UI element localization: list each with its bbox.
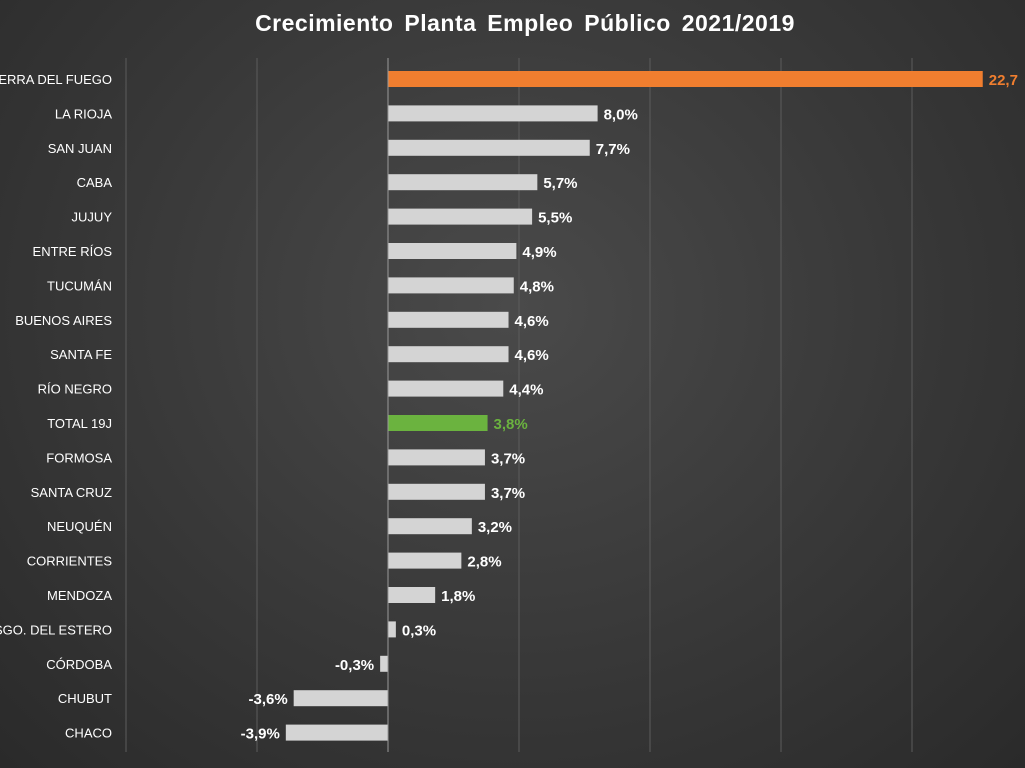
category-label: ENTRE RÍOS (33, 244, 113, 259)
category-label: SAN JUAN (48, 141, 112, 156)
bar (388, 208, 533, 225)
bar (388, 518, 472, 535)
category-label: JUJUY (72, 210, 113, 225)
value-labels: 22,7 8,0% 7,7% 5,7% 5,5% 4,9% 4,8% 4,6% 4,6% 4,4%… (241, 72, 1018, 743)
data-label: 1,8% (441, 588, 475, 605)
bar (388, 483, 485, 500)
data-label: 8,0% (604, 106, 638, 123)
category-labels: TIERRA DEL FUEGO LA RIOJA SAN JUAN CABA JUJU… (0, 72, 112, 741)
bar (388, 243, 517, 259)
bars (285, 71, 983, 741)
data-label: 3,8% (494, 416, 528, 433)
data-label: -3,9% (241, 726, 280, 743)
bar (388, 380, 504, 397)
category-label: SANTA FE (50, 347, 112, 362)
chart-title: Crecimiento Planta Empleo Público 2021/2… (255, 10, 795, 36)
category-label: TIERRA DEL FUEGO (0, 72, 112, 87)
data-label: 7,7% (596, 141, 630, 158)
category-label: CÓRDOBA (46, 657, 112, 672)
data-label: 5,5% (538, 210, 572, 227)
bar (388, 552, 462, 569)
bar (388, 415, 488, 431)
bar (388, 311, 509, 328)
bar (388, 587, 436, 603)
data-label: 4,9% (522, 244, 556, 261)
category-label: SGO. DEL ESTERO (0, 622, 112, 637)
data-label: 4,8% (520, 278, 554, 295)
data-label: 5,7% (543, 175, 577, 192)
category-label: SANTA CRUZ (31, 485, 112, 500)
data-label: 3,2% (478, 519, 512, 536)
category-label: CABA (77, 175, 113, 190)
bar (388, 449, 485, 466)
gridlines (125, 58, 913, 752)
category-label: CHACO (65, 726, 112, 741)
data-label: 4,6% (515, 347, 549, 364)
category-label: NEUQUÉN (47, 519, 112, 534)
category-label: CORRIENTES (27, 554, 113, 569)
bar (285, 724, 388, 741)
bar (388, 105, 598, 122)
data-label: -3,6% (248, 691, 287, 708)
bar (388, 621, 396, 638)
category-label: CHUBUT (58, 691, 112, 706)
data-label: 3,7% (491, 450, 525, 467)
category-label: TOTAL 19J (47, 416, 112, 431)
data-label: 2,8% (467, 554, 501, 571)
bar (388, 277, 514, 294)
bar (388, 71, 983, 87)
data-label: 4,4% (509, 382, 543, 399)
bar (388, 346, 509, 363)
data-label: 22,7 (989, 72, 1018, 89)
category-label: RÍO NEGRO (38, 382, 112, 397)
category-label: TUCUMÁN (47, 278, 112, 293)
category-label: LA RIOJA (55, 106, 112, 121)
category-label: MENDOZA (47, 588, 112, 603)
data-label: 0,3% (402, 622, 436, 639)
data-label: 4,6% (515, 313, 549, 330)
bar (388, 139, 590, 156)
bar (380, 655, 388, 672)
category-label: BUENOS AIRES (15, 313, 112, 328)
bar (293, 690, 388, 707)
bar (388, 174, 538, 191)
data-label: -0,3% (335, 657, 374, 674)
category-label: FORMOSA (46, 450, 112, 465)
data-label: 3,7% (491, 485, 525, 502)
